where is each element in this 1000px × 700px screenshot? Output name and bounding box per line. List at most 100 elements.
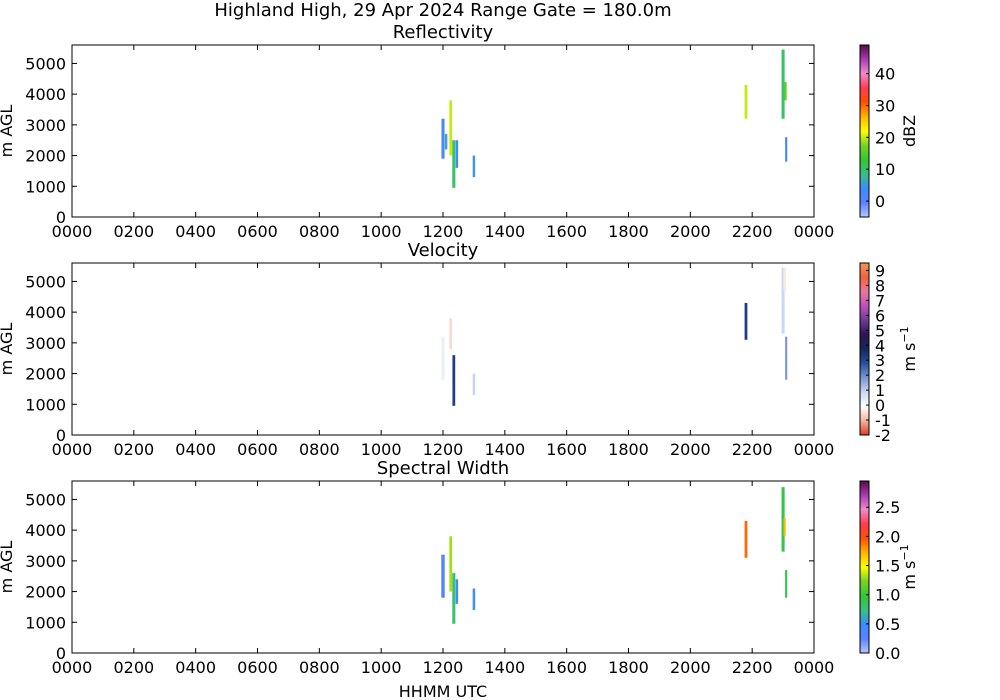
y-tick-label: 1000 xyxy=(25,177,66,196)
x-tick-label: 0000 xyxy=(52,440,93,459)
colorbar-tick-label: 6 xyxy=(875,306,885,325)
echo-1-4 xyxy=(744,302,748,340)
x-tick-label: 0800 xyxy=(299,440,340,459)
x-tick-label: 2200 xyxy=(732,222,773,241)
x-tick-label: 1600 xyxy=(546,658,587,677)
echo-2-4 xyxy=(472,588,476,610)
y-axis-label: m AGL xyxy=(0,541,16,594)
colorbar-tick-label: 1.0 xyxy=(875,586,900,605)
colorbar-tick-label: 20 xyxy=(875,128,895,147)
x-tick-label: 0800 xyxy=(299,222,340,241)
echo-0-3 xyxy=(452,140,456,188)
echo-2-3 xyxy=(455,579,459,604)
colorbar-label: m s−1 xyxy=(898,326,919,371)
x-tick-label: 0400 xyxy=(175,440,216,459)
figure-xlabel: HHMM UTC xyxy=(399,682,487,700)
colorbar-label: dBZ xyxy=(900,115,919,147)
echo-0-0 xyxy=(441,118,445,159)
x-tick-label: 2000 xyxy=(670,440,711,459)
y-tick-label: 1000 xyxy=(25,395,66,414)
panel-2: Spectral Width 0000 0200 0400 0600 0800 1000 12… xyxy=(0,458,919,677)
panel-title: Velocity xyxy=(408,240,479,261)
echo-0-6 xyxy=(744,84,748,119)
colorbar-tick-label: -1 xyxy=(875,411,891,430)
x-tick-label: 1600 xyxy=(546,440,587,459)
echo-2-8 xyxy=(785,570,788,598)
x-tick-label: 0800 xyxy=(299,658,340,677)
x-tick-label: 1400 xyxy=(484,658,525,677)
echo-1-2 xyxy=(452,355,456,406)
y-tick-label: 0 xyxy=(56,208,66,227)
echo-1-1 xyxy=(449,318,452,349)
y-tick-label: 1000 xyxy=(25,613,66,632)
y-tick-label: 4000 xyxy=(25,521,66,540)
colorbar-tick-label: -2 xyxy=(875,426,891,445)
x-tick-label: 1800 xyxy=(608,222,649,241)
echo-1-3 xyxy=(472,373,476,396)
echo-1-5 xyxy=(781,267,785,334)
echo-2-6 xyxy=(781,487,785,552)
colorbar-tick-label: 0 xyxy=(875,192,885,211)
colorbar-label: m s−1 xyxy=(898,544,919,589)
echo-2-5 xyxy=(744,520,748,558)
x-tick-label: 1000 xyxy=(361,440,402,459)
colorbar-tick-label: 0.5 xyxy=(875,615,900,634)
echo-0-5 xyxy=(472,155,476,178)
colorbar-tick-label: 30 xyxy=(875,97,895,116)
x-tick-label: 0200 xyxy=(113,222,154,241)
y-tick-label: 3000 xyxy=(25,334,66,353)
colorbar-tick-label: 8 xyxy=(875,276,885,295)
x-tick-label: 0200 xyxy=(113,658,154,677)
colorbar-tick-label: 1.5 xyxy=(875,557,900,576)
echo-2-2 xyxy=(452,573,456,624)
x-tick-label: 0600 xyxy=(237,658,278,677)
y-tick-label: 3000 xyxy=(25,552,66,571)
y-tick-label: 2000 xyxy=(25,583,66,602)
x-tick-label: 1800 xyxy=(608,440,649,459)
colorbar-tick-label: 4 xyxy=(875,336,885,355)
x-tick-label: 1200 xyxy=(423,440,464,459)
echo-1-7 xyxy=(785,336,788,380)
colorbar-tick-label: 0.0 xyxy=(875,644,900,663)
colorbar-tick-label: 1 xyxy=(875,381,885,400)
colorbar-tick-label: 3 xyxy=(875,351,885,370)
y-tick-label: 3000 xyxy=(25,116,66,135)
echo-0-4 xyxy=(455,140,459,168)
x-tick-label: 1000 xyxy=(361,658,402,677)
colorbar-tick-label: 7 xyxy=(875,291,885,310)
echo-0-8 xyxy=(784,81,787,101)
colorbar-tick-label: 10 xyxy=(875,160,895,179)
x-tick-label: 1400 xyxy=(484,222,525,241)
y-tick-label: 4000 xyxy=(25,303,66,322)
echo-2-7 xyxy=(783,517,786,537)
colorbar xyxy=(859,262,870,436)
colorbar-tick-label: 2.0 xyxy=(875,527,900,546)
x-tick-label: 1200 xyxy=(423,658,464,677)
colorbar-tick-label: 0 xyxy=(875,396,885,415)
x-tick-label: 0000 xyxy=(794,222,835,241)
x-tick-label: 1800 xyxy=(608,658,649,677)
echo-0-2 xyxy=(449,100,453,156)
colorbar-tick-label: 5 xyxy=(875,321,885,340)
echo-0-9 xyxy=(785,137,788,162)
y-axis-label: m AGL xyxy=(0,323,16,376)
colorbar-tick-label: 2.5 xyxy=(875,498,900,517)
echo-2-0 xyxy=(441,554,445,598)
y-tick-label: 5000 xyxy=(25,490,66,509)
x-tick-label: 2200 xyxy=(732,440,773,459)
x-tick-label: 2000 xyxy=(670,222,711,241)
echo-1-6 xyxy=(783,267,786,291)
y-tick-label: 0 xyxy=(56,426,66,445)
y-axis-label: m AGL xyxy=(0,105,16,158)
x-tick-label: 0000 xyxy=(794,658,835,677)
figure-title: Highland High, 29 Apr 2024 Range Gate = … xyxy=(214,0,671,21)
y-tick-label: 2000 xyxy=(25,147,66,166)
colorbar-tick-label: 40 xyxy=(875,65,895,84)
x-tick-label: 0600 xyxy=(237,440,278,459)
panel-title: Reflectivity xyxy=(393,22,494,43)
x-tick-label: 2000 xyxy=(670,658,711,677)
y-tick-label: 2000 xyxy=(25,365,66,384)
